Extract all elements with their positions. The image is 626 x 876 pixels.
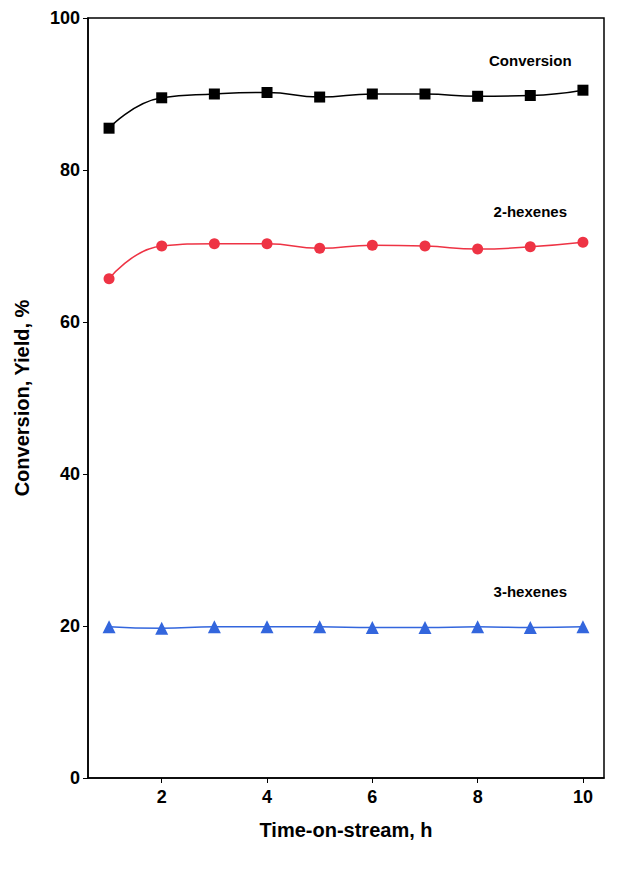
svg-text:Time-on-stream, h: Time-on-stream, h	[260, 819, 433, 841]
svg-text:Conversion, Yield, %: Conversion, Yield, %	[11, 299, 33, 496]
svg-text:8: 8	[473, 787, 483, 807]
svg-text:6: 6	[367, 787, 377, 807]
svg-text:10: 10	[573, 787, 593, 807]
svg-text:2: 2	[157, 787, 167, 807]
svg-text:2-hexenes: 2-hexenes	[494, 203, 567, 220]
svg-text:60: 60	[60, 312, 80, 332]
svg-text:40: 40	[60, 464, 80, 484]
svg-text:4: 4	[262, 787, 272, 807]
svg-text:100: 100	[50, 8, 80, 28]
svg-text:Conversion: Conversion	[489, 52, 572, 69]
svg-text:3-hexenes: 3-hexenes	[494, 583, 567, 600]
svg-text:0: 0	[70, 768, 80, 788]
svg-text:20: 20	[60, 616, 80, 636]
svg-text:80: 80	[60, 160, 80, 180]
